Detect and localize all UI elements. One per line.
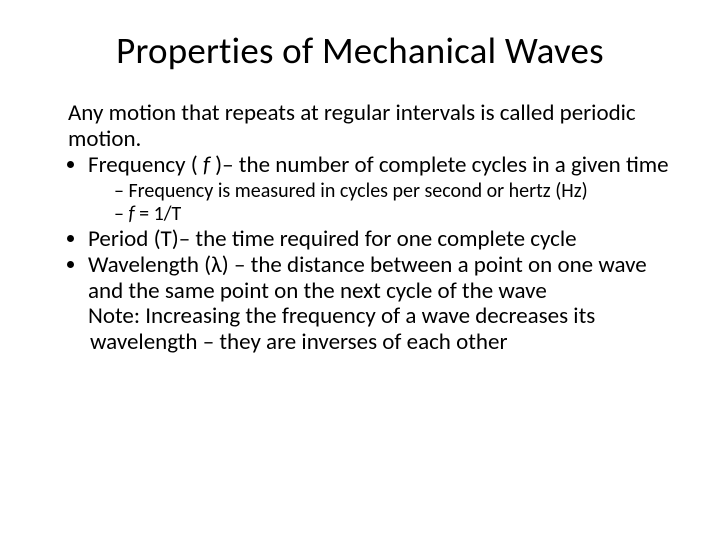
freq-sub-rest: = 1/T xyxy=(135,202,182,226)
slide-body: Any motion that repeats at regular inter… xyxy=(48,101,672,356)
freq-sublist: Frequency is measured in cycles per seco… xyxy=(88,180,672,225)
bullet-list: Frequency ( f )– the number of complete … xyxy=(48,153,672,305)
freq-pre: Frequency ( xyxy=(88,151,203,179)
intro-text: Any motion that repeats at regular inter… xyxy=(68,101,672,153)
bullet-period: Period (T)– the time required for one co… xyxy=(88,227,672,253)
freq-symbol: f xyxy=(203,151,210,179)
bullet-wavelength: Wavelength (λ) – the distance between a … xyxy=(88,253,672,305)
slide-title: Properties of Mechanical Waves xyxy=(48,28,672,73)
freq-sub-formula: f = 1/T xyxy=(114,203,672,225)
note-text: Note: Increasing the frequency of a wave… xyxy=(50,304,672,356)
slide: Properties of Mechanical Waves Any motio… xyxy=(0,0,720,540)
bullet-frequency: Frequency ( f )– the number of complete … xyxy=(88,153,672,226)
freq-post: )– the number of complete cycles in a gi… xyxy=(210,151,669,179)
freq-sub-measured: Frequency is measured in cycles per seco… xyxy=(114,180,672,202)
